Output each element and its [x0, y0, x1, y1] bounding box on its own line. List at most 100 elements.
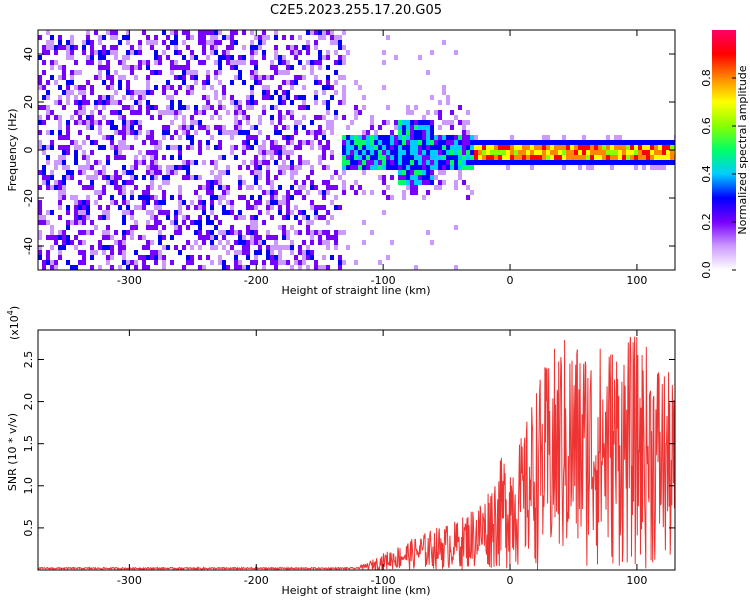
heatmap-cell: [146, 85, 150, 90]
heatmap-cell: [582, 155, 586, 160]
heatmap-cell: [46, 80, 50, 85]
heatmap-cell: [334, 185, 338, 190]
heatmap-cell: [62, 45, 66, 50]
x-tick-label: 100: [626, 274, 647, 287]
heatmap-cell: [414, 140, 418, 145]
heatmap-cell: [334, 195, 338, 200]
heatmap-cell: [530, 140, 534, 145]
heatmap-cell: [178, 190, 182, 195]
heatmap-cell: [646, 155, 650, 160]
heatmap-cell: [94, 50, 98, 55]
heatmap-cell: [106, 235, 110, 240]
heatmap-cell: [170, 220, 174, 225]
heatmap-cell: [94, 160, 98, 165]
heatmap-cell: [146, 100, 150, 105]
heatmap-cell: [430, 165, 434, 170]
heatmap-cell: [106, 160, 110, 165]
heatmap-cell: [266, 95, 270, 100]
heatmap-cell: [258, 175, 262, 180]
heatmap-cell: [578, 150, 582, 155]
heatmap-cell: [54, 235, 58, 240]
heatmap-cell: [122, 60, 126, 65]
heatmap-cell: [466, 140, 470, 145]
heatmap-cell: [174, 110, 178, 115]
heatmap-cell: [630, 155, 634, 160]
heatmap-cell: [394, 165, 398, 170]
heatmap-cell: [410, 160, 414, 165]
heatmap-cell: [482, 150, 486, 155]
heatmap-cell: [118, 155, 122, 160]
heatmap-cell: [638, 150, 642, 155]
heatmap-cell: [290, 45, 294, 50]
heatmap-cell: [334, 205, 338, 210]
heatmap-cell: [166, 125, 170, 130]
heatmap-cell: [74, 195, 78, 200]
heatmap-cell: [350, 165, 354, 170]
heatmap-cell: [278, 200, 282, 205]
heatmap-cell: [498, 145, 502, 150]
heatmap-cell: [426, 140, 430, 145]
heatmap-cell: [58, 250, 62, 255]
heatmap-cell: [202, 240, 206, 245]
heatmap-cell: [110, 250, 114, 255]
heatmap-cell: [406, 140, 410, 145]
heatmap-cell: [466, 195, 470, 200]
heatmap-cell: [342, 45, 346, 50]
heatmap-cell: [242, 30, 246, 35]
heatmap-cell: [50, 130, 54, 135]
heatmap-cell: [426, 150, 430, 155]
heatmap-cell: [170, 60, 174, 65]
heatmap-cell: [558, 160, 562, 165]
heatmap-cell: [170, 110, 174, 115]
heatmap-cell: [270, 205, 274, 210]
heatmap-cell: [346, 145, 350, 150]
heatmap-cell: [386, 155, 390, 160]
heatmap-cell: [70, 115, 74, 120]
heatmap-cell: [110, 35, 114, 40]
heatmap-cell: [270, 185, 274, 190]
heatmap-cell: [454, 145, 458, 150]
heatmap-cell: [314, 185, 318, 190]
heatmap-cell: [354, 180, 358, 185]
heatmap-cell: [362, 150, 366, 155]
heatmap-cell: [226, 210, 230, 215]
heatmap-cell: [126, 30, 130, 35]
heatmap-cell: [578, 155, 582, 160]
heatmap-cell: [458, 105, 462, 110]
heatmap-cell: [38, 235, 42, 240]
heatmap-cell: [42, 165, 46, 170]
heatmap-cell: [118, 265, 122, 270]
heatmap-cell: [90, 40, 94, 45]
heatmap-cell: [306, 60, 310, 65]
heatmap-cell: [438, 135, 442, 140]
heatmap-cell: [58, 95, 62, 100]
heatmap-cell: [198, 220, 202, 225]
heatmap-cell: [306, 225, 310, 230]
heatmap-cell: [154, 150, 158, 155]
heatmap-cell: [390, 240, 394, 245]
heatmap-cell: [346, 165, 350, 170]
heatmap-cell: [154, 140, 158, 145]
heatmap-cell: [330, 215, 334, 220]
heatmap-cell: [134, 100, 138, 105]
heatmap-cell: [582, 140, 586, 145]
heatmap-cell: [422, 155, 426, 160]
heatmap-cell: [214, 70, 218, 75]
heatmap-cell: [178, 50, 182, 55]
heatmap-cell: [250, 260, 254, 265]
heatmap-cell: [294, 260, 298, 265]
heatmap-cell: [278, 115, 282, 120]
heatmap-cell: [286, 65, 290, 70]
snr-x-ticks: -300 -200 -100 0 100: [117, 330, 647, 587]
heatmap-cell: [274, 200, 278, 205]
heatmap-cell: [406, 155, 410, 160]
heatmap-cell: [98, 40, 102, 45]
heatmap-cell: [622, 160, 626, 165]
heatmap-cell: [550, 160, 554, 165]
heatmap-cell: [518, 155, 522, 160]
heatmap-cell: [102, 235, 106, 240]
heatmap-cell: [146, 185, 150, 190]
heatmap-cell: [50, 260, 54, 265]
heatmap-cell: [270, 180, 274, 185]
heatmap-cell: [206, 75, 210, 80]
